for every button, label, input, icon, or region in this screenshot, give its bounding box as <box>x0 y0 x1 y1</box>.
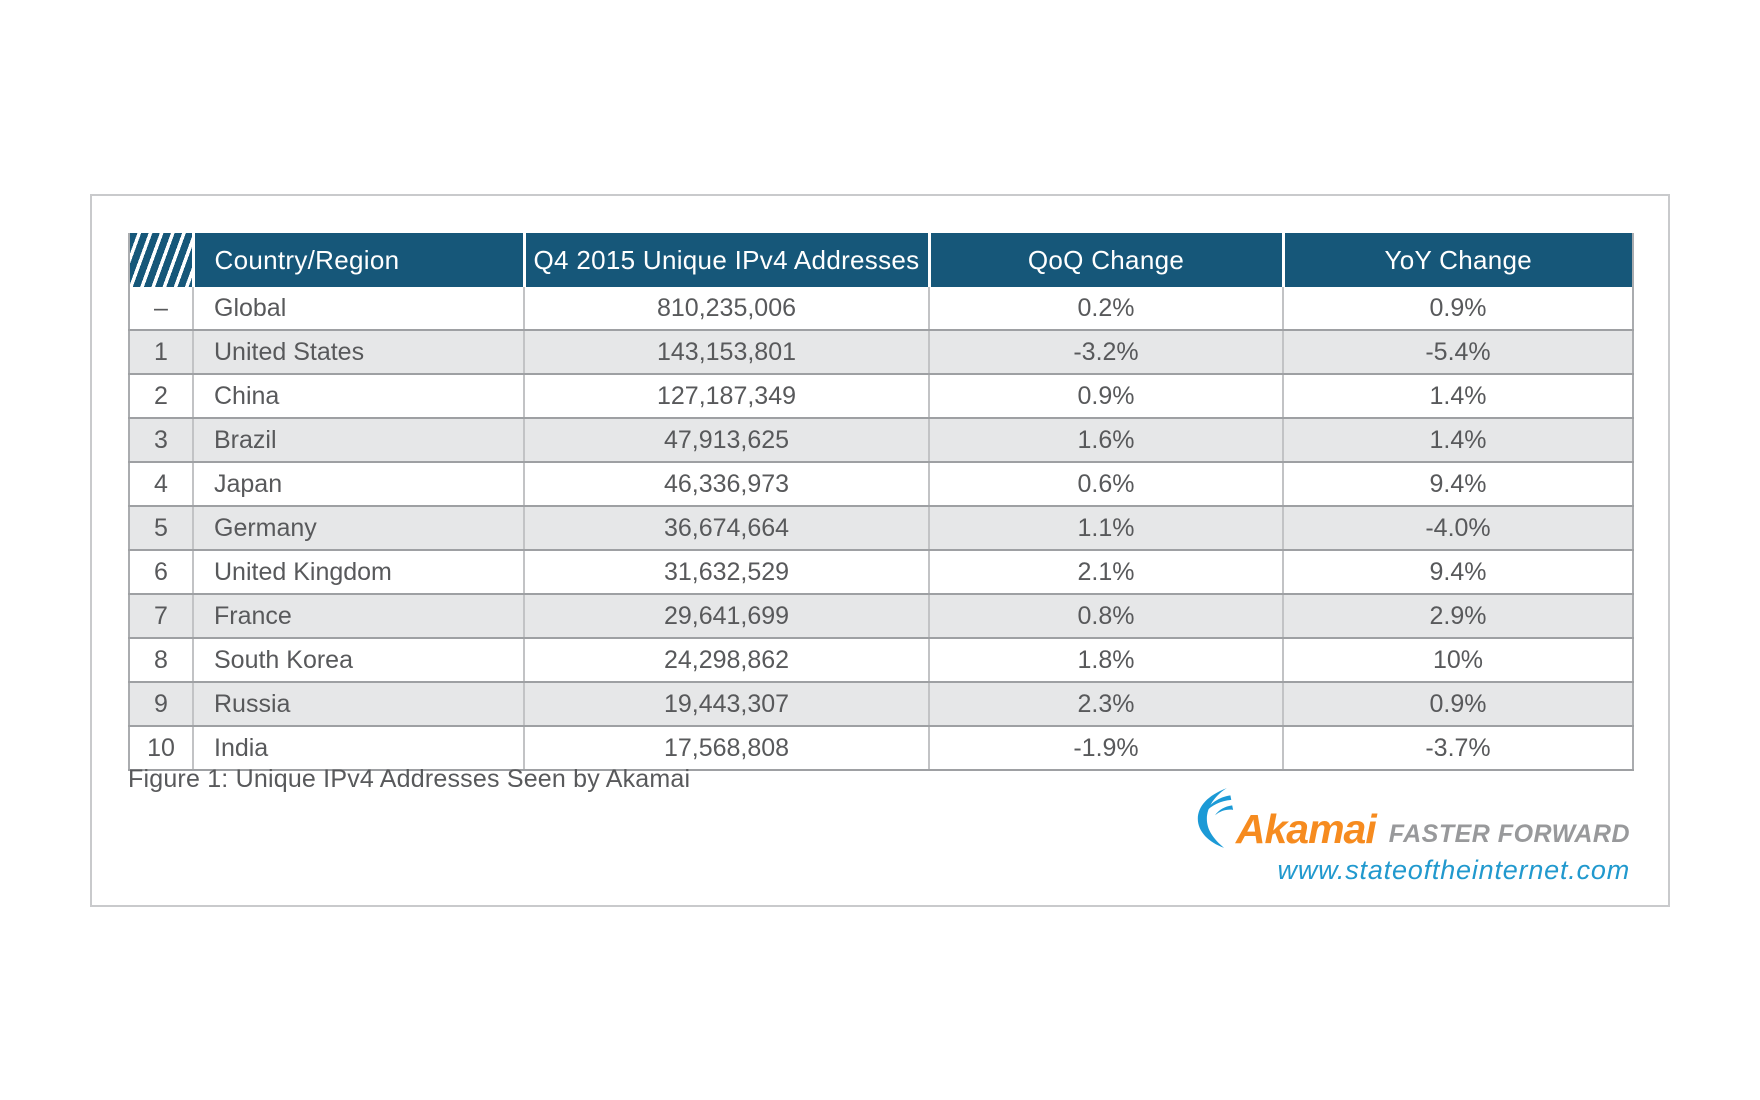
table-row: 8 South Korea 24,298,862 1.8% 10% <box>129 638 1633 683</box>
table-header-row: Country/Region Q4 2015 Unique IPv4 Addre… <box>129 233 1633 287</box>
table-row: 3 Brazil 47,913,625 1.6% 1.4% <box>129 418 1633 463</box>
table-row: 4 Japan 46,336,973 0.6% 9.4% <box>129 462 1633 507</box>
addresses-cell: 143,153,801 <box>523 330 929 375</box>
qoq-cell: 0.6% <box>928 462 1283 507</box>
rank-cell: 6 <box>129 550 193 595</box>
yoy-cell: 10% <box>1282 638 1633 683</box>
qoq-cell: -3.2% <box>928 330 1283 375</box>
faster-forward-tagline: FASTER FORWARD <box>1388 820 1630 848</box>
qoq-cell: 0.8% <box>928 594 1283 639</box>
country-cell: France <box>192 594 524 639</box>
rank-cell: 4 <box>129 462 193 507</box>
country-cell: Japan <box>192 462 524 507</box>
rank-cell: 8 <box>129 638 193 683</box>
addresses-cell: 19,443,307 <box>523 682 929 727</box>
header-yoy-change: YoY Change <box>1281 233 1633 287</box>
country-cell: India <box>192 726 524 771</box>
header-unique-ipv4-addresses: Q4 2015 Unique IPv4 Addresses <box>522 233 929 287</box>
rank-cell: 10 <box>129 726 193 771</box>
rank-cell: 7 <box>129 594 193 639</box>
yoy-cell: 1.4% <box>1282 374 1633 419</box>
addresses-cell: 29,641,699 <box>523 594 929 639</box>
ipv4-addresses-table: Country/Region Q4 2015 Unique IPv4 Addre… <box>128 233 1634 771</box>
country-cell: Germany <box>192 506 524 551</box>
rank-cell: 3 <box>129 418 193 463</box>
akamai-wave-icon <box>1197 788 1233 848</box>
country-cell: South Korea <box>192 638 524 683</box>
figure-caption: Figure 1: Unique IPv4 Addresses Seen by … <box>128 765 691 793</box>
header-qoq-change: QoQ Change <box>927 233 1283 287</box>
table-row: 2 China 127,187,349 0.9% 1.4% <box>129 374 1633 419</box>
table-row: 1 United States 143,153,801 -3.2% -5.4% <box>129 330 1633 375</box>
yoy-cell: -3.7% <box>1282 726 1633 771</box>
yoy-cell: 9.4% <box>1282 462 1633 507</box>
yoy-cell: 9.4% <box>1282 550 1633 595</box>
country-cell: United Kingdom <box>192 550 524 595</box>
addresses-cell: 47,913,625 <box>523 418 929 463</box>
yoy-cell: 1.4% <box>1282 418 1633 463</box>
qoq-cell: 1.1% <box>928 506 1283 551</box>
rank-cell: – <box>129 287 193 331</box>
akamai-wordmark: Akamai <box>1235 806 1377 852</box>
addresses-cell: 17,568,808 <box>523 726 929 771</box>
addresses-cell: 36,674,664 <box>523 506 929 551</box>
figure-panel: Country/Region Q4 2015 Unique IPv4 Addre… <box>90 194 1670 907</box>
yoy-cell: 0.9% <box>1282 287 1633 331</box>
table-row: 7 France 29,641,699 0.8% 2.9% <box>129 594 1633 639</box>
table-row: 6 United Kingdom 31,632,529 2.1% 9.4% <box>129 550 1633 595</box>
addresses-cell: 46,336,973 <box>523 462 929 507</box>
qoq-cell: 2.3% <box>928 682 1283 727</box>
qoq-cell: -1.9% <box>928 726 1283 771</box>
country-cell: Global <box>192 287 524 331</box>
table-row: 10 India 17,568,808 -1.9% -3.7% <box>129 726 1633 771</box>
website-link[interactable]: www.stateoftheinternet.com <box>1277 855 1630 885</box>
yoy-cell: -4.0% <box>1282 506 1633 551</box>
yoy-cell: 0.9% <box>1282 682 1633 727</box>
akamai-logo-row: Akamai FASTER FORWARD <box>1196 785 1630 851</box>
header-country-region: Country/Region <box>191 233 524 287</box>
addresses-cell: 127,187,349 <box>523 374 929 419</box>
country-cell: China <box>192 374 524 419</box>
table-row: 5 Germany 36,674,664 1.1% -4.0% <box>129 506 1633 551</box>
country-cell: Russia <box>192 682 524 727</box>
table-row: – Global 810,235,006 0.2% 0.9% <box>129 287 1633 331</box>
rank-cell: 9 <box>129 682 193 727</box>
yoy-cell: -5.4% <box>1282 330 1633 375</box>
akamai-logo: Akamai FASTER FORWARD www.stateoftheinte… <box>1196 785 1630 886</box>
rank-cell: 5 <box>129 506 193 551</box>
qoq-cell: 0.9% <box>928 374 1283 419</box>
addresses-cell: 810,235,006 <box>523 287 929 331</box>
addresses-cell: 31,632,529 <box>523 550 929 595</box>
table-row: 9 Russia 19,443,307 2.3% 0.9% <box>129 682 1633 727</box>
qoq-cell: 2.1% <box>928 550 1283 595</box>
country-cell: Brazil <box>192 418 524 463</box>
addresses-cell: 24,298,862 <box>523 638 929 683</box>
hatched-corner-cell <box>129 233 193 287</box>
yoy-cell: 2.9% <box>1282 594 1633 639</box>
qoq-cell: 1.6% <box>928 418 1283 463</box>
qoq-cell: 1.8% <box>928 638 1283 683</box>
country-cell: United States <box>192 330 524 375</box>
qoq-cell: 0.2% <box>928 287 1283 331</box>
rank-cell: 2 <box>129 374 193 419</box>
rank-cell: 1 <box>129 330 193 375</box>
